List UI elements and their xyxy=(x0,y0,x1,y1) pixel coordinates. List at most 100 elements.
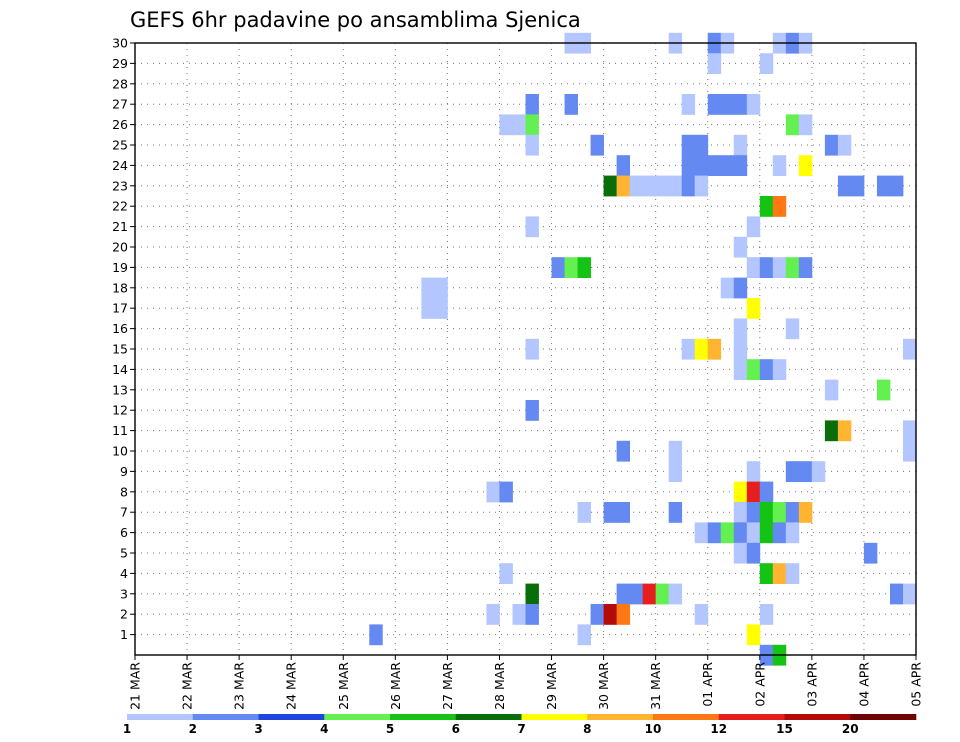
heatmap-cell xyxy=(746,216,761,238)
heatmap-cell xyxy=(720,277,735,299)
heatmap-cell xyxy=(824,379,839,401)
heatmap-cell xyxy=(759,359,774,380)
heatmap-cell xyxy=(746,298,761,319)
heatmap-cell xyxy=(707,94,722,115)
colorbar-label: 5 xyxy=(386,722,394,736)
heatmap-cell xyxy=(759,563,774,584)
x-axis: 21 MAR 22 MAR 23 MAR 24 MAR 25 MAR 26 MAR 27 M… xyxy=(128,655,924,710)
y-tick-label: 15 xyxy=(112,342,128,357)
y-tick-label: 29 xyxy=(112,56,128,71)
heatmap-cell xyxy=(746,461,761,482)
heatmap-cell xyxy=(772,502,787,523)
x-tick-label: 21 MAR xyxy=(128,662,143,710)
heatmap-cell xyxy=(733,236,748,258)
heatmap-cell xyxy=(525,400,539,421)
heatmap-cell xyxy=(785,522,800,544)
heatmap-cell xyxy=(590,604,604,625)
y-tick-label: 22 xyxy=(112,199,128,214)
colorbar-swatch xyxy=(587,714,654,720)
colorbar-label: 4 xyxy=(320,722,328,736)
heatmap-cell xyxy=(733,155,748,176)
colorbar-label: 15 xyxy=(776,722,793,736)
heatmap-cell xyxy=(577,257,591,278)
colorbar-label: 6 xyxy=(452,722,460,736)
heatmap-cell xyxy=(707,338,722,360)
colorbar-swatch xyxy=(850,714,917,720)
heatmap-cell xyxy=(681,175,696,197)
y-tick-label: 11 xyxy=(112,423,128,438)
heatmap-cell xyxy=(889,583,904,605)
y-tick-label: 18 xyxy=(112,280,128,295)
y-tick-label: 27 xyxy=(112,97,128,112)
y-axis: 1234567891011121314151617181920212223242… xyxy=(112,36,135,642)
y-tick-label: 28 xyxy=(112,76,128,91)
heatmap-cell xyxy=(512,604,526,625)
heatmap-cell xyxy=(694,175,709,197)
colorbar-label: 1 xyxy=(123,722,131,736)
x-tick-label: 05 APR xyxy=(909,662,924,707)
x-tick-label: 25 MAR xyxy=(336,662,351,710)
x-tick-label: 02 APR xyxy=(752,662,767,707)
y-tick-label: 12 xyxy=(112,403,128,418)
y-tick-label: 13 xyxy=(112,382,128,397)
heatmap-cell xyxy=(525,604,539,625)
heatmap-cell xyxy=(434,298,448,319)
heatmap-cell xyxy=(785,318,800,340)
heatmap-cell xyxy=(616,502,631,523)
heatmap-cell xyxy=(850,175,865,197)
heatmap-cell xyxy=(746,359,761,380)
y-tick-label: 16 xyxy=(112,321,128,336)
heatmap-cell xyxy=(525,94,539,115)
colorbar-label: 3 xyxy=(254,722,262,736)
heatmap-cell xyxy=(499,563,513,584)
y-tick-label: 30 xyxy=(112,36,128,51)
heatmap-cell xyxy=(733,318,748,340)
y-tick-label: 6 xyxy=(120,525,128,540)
heatmap-cell xyxy=(681,94,696,115)
heatmap-cell xyxy=(772,196,787,217)
heatmap-cell xyxy=(603,604,618,625)
heatmap-cell xyxy=(746,481,761,503)
heatmap-cell xyxy=(668,502,683,523)
heatmap-cell xyxy=(772,155,787,176)
heatmap-cell xyxy=(694,604,709,625)
heatmap-cell xyxy=(746,522,761,544)
heatmap-cell xyxy=(577,502,591,523)
heatmap-cell xyxy=(616,440,631,462)
heatmap-cell xyxy=(616,175,631,197)
colorbar-swatch xyxy=(718,714,785,720)
colorbar-label: 7 xyxy=(517,722,525,736)
heatmap-cell xyxy=(486,604,500,625)
grid-lines xyxy=(135,43,916,655)
x-tick-label: 23 MAR xyxy=(232,662,247,710)
heatmap-cell xyxy=(733,134,748,156)
heatmap-cell xyxy=(837,420,852,442)
colorbar-swatch xyxy=(455,714,522,720)
heatmap-cell xyxy=(551,257,565,278)
heatmap-cell xyxy=(434,277,448,299)
colorbar-swatch xyxy=(258,714,325,720)
heatmap-cell xyxy=(798,461,813,482)
heatmap-cell xyxy=(876,379,891,401)
x-tick-label: 29 MAR xyxy=(544,662,559,710)
heatmap-cell xyxy=(798,502,813,523)
y-tick-label: 5 xyxy=(120,546,128,561)
heatmap-cell xyxy=(694,155,709,176)
heatmap-cell xyxy=(668,461,683,482)
heatmap-cell xyxy=(525,134,539,156)
heatmap-cell xyxy=(421,277,435,299)
heatmap-cell xyxy=(707,522,722,544)
y-tick-label: 23 xyxy=(112,178,128,193)
heatmap-cell xyxy=(785,257,800,278)
heatmap-cell xyxy=(525,216,539,238)
colorbar-label: 10 xyxy=(645,722,662,736)
heatmap-cell xyxy=(733,502,748,523)
heatmap-cell xyxy=(785,114,800,136)
heatmap-cell xyxy=(525,583,539,605)
heatmap-cell xyxy=(759,257,774,278)
x-tick-label: 27 MAR xyxy=(440,662,455,710)
heatmap-cell xyxy=(629,583,644,605)
heatmap-cell xyxy=(772,522,787,544)
colorbar-swatch xyxy=(521,714,588,720)
x-tick-label: 28 MAR xyxy=(492,662,507,710)
